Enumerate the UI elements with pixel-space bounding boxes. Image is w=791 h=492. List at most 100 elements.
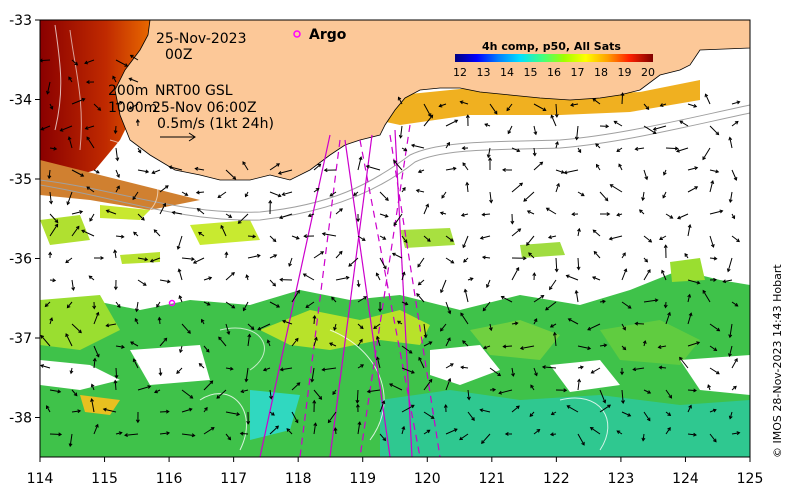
credit-text: © IMOS 28-Nov-2023 14:43 Hobart xyxy=(771,264,784,458)
current-arrowhead xyxy=(647,390,652,394)
plot-area xyxy=(40,20,750,457)
current-arrowhead xyxy=(295,235,300,240)
current-arrowhead xyxy=(533,131,538,136)
current-arrowhead xyxy=(488,157,493,161)
current-arrow xyxy=(278,169,293,174)
current-arrowhead xyxy=(479,235,484,240)
current-arrowhead xyxy=(58,432,63,437)
current-arrowhead xyxy=(715,370,720,375)
current-arrow xyxy=(196,191,205,194)
current-arrowhead xyxy=(517,228,522,232)
current-arrowhead xyxy=(226,331,231,336)
current-arrowhead xyxy=(71,287,76,291)
current-arrowhead xyxy=(382,437,387,442)
current-arrowhead xyxy=(519,182,524,187)
current-arrowhead xyxy=(533,318,538,323)
current-arrowhead xyxy=(397,96,402,101)
current-arrow xyxy=(577,433,585,446)
current-arrow xyxy=(305,301,315,308)
current-arrow xyxy=(282,320,293,325)
current-arrowhead xyxy=(702,156,706,161)
current-arrow xyxy=(245,367,249,382)
current-arrow xyxy=(687,103,697,108)
current-arrowhead xyxy=(116,304,121,308)
current-arrowhead xyxy=(613,120,618,125)
current-arrowhead xyxy=(675,148,680,153)
current-arrowhead xyxy=(526,210,531,214)
scale-label: 0.5m/s (1kt 24h) xyxy=(157,116,274,132)
current-arrow xyxy=(367,389,381,393)
current-arrow xyxy=(67,191,73,205)
current-arrowhead xyxy=(492,387,497,392)
colorbar-tick-label: 16 xyxy=(547,66,561,79)
current-arrowhead xyxy=(580,192,585,197)
current-arrow xyxy=(665,312,671,325)
current-arrow xyxy=(659,366,667,369)
current-arrowhead xyxy=(178,295,183,299)
current-arrow xyxy=(286,428,293,435)
current-arrowhead xyxy=(547,235,552,239)
current-arrowhead xyxy=(679,356,683,361)
x-tick-label: 114 xyxy=(27,471,54,487)
current-arrowhead xyxy=(416,292,420,297)
current-arrowhead xyxy=(552,331,557,336)
current-arrowhead xyxy=(605,124,610,129)
current-arrow xyxy=(416,189,425,193)
current-arrow xyxy=(195,168,205,171)
current-arrowhead xyxy=(710,243,715,248)
current-arrowhead xyxy=(332,391,336,395)
current-arrowhead xyxy=(734,302,739,307)
current-arrow xyxy=(132,191,139,200)
current-arrow xyxy=(423,341,432,347)
current-arrowhead xyxy=(423,334,428,339)
current-arrow xyxy=(136,301,139,312)
current-arrowhead xyxy=(429,114,434,119)
current-arrow xyxy=(592,98,601,105)
current-arrowhead xyxy=(86,136,91,141)
current-arrowhead xyxy=(142,282,147,286)
current-arrow xyxy=(441,191,447,199)
current-arrowhead xyxy=(277,171,282,175)
current-arrow xyxy=(665,427,671,435)
current-arrowhead xyxy=(502,167,506,172)
current-arrow xyxy=(225,367,233,370)
current-arrowhead xyxy=(121,344,125,349)
current-arrow xyxy=(156,301,161,308)
current-arrowhead xyxy=(500,295,505,300)
current-arrow xyxy=(348,257,359,267)
current-arrowhead xyxy=(579,365,584,370)
current-arrowhead xyxy=(710,180,715,185)
current-arrowhead xyxy=(187,330,191,334)
current-arrow xyxy=(291,382,301,391)
current-arrowhead xyxy=(84,126,89,130)
current-arrowhead xyxy=(84,60,89,65)
current-arrow xyxy=(533,367,538,376)
current-arrowhead xyxy=(129,54,134,59)
current-arrowhead xyxy=(428,341,433,345)
current-arrow xyxy=(331,296,337,303)
current-arrow xyxy=(687,224,691,237)
current-arrowhead xyxy=(195,190,200,195)
current-arrowhead xyxy=(192,260,197,264)
current-arrow xyxy=(203,380,213,391)
current-arrowhead xyxy=(504,431,509,436)
current-arrow xyxy=(49,213,59,223)
current-arrow xyxy=(546,207,557,215)
current-arrowhead xyxy=(194,166,199,171)
current-arrowhead xyxy=(642,340,647,344)
current-arrowhead xyxy=(204,406,208,411)
current-arrowhead xyxy=(262,367,267,372)
current-arrow xyxy=(124,433,139,436)
current-arrowhead xyxy=(661,269,665,274)
current-arrowhead xyxy=(663,171,667,176)
current-arrow xyxy=(590,427,601,435)
current-arrowhead xyxy=(447,377,452,382)
current-arrow xyxy=(729,137,733,149)
current-arrow xyxy=(203,277,212,281)
current-arrowhead xyxy=(276,304,281,308)
current-arrow xyxy=(614,120,623,127)
current-arrowhead xyxy=(275,425,279,430)
current-arrow xyxy=(423,429,430,435)
current-arrowhead xyxy=(149,258,154,263)
current-arrow xyxy=(225,213,232,218)
